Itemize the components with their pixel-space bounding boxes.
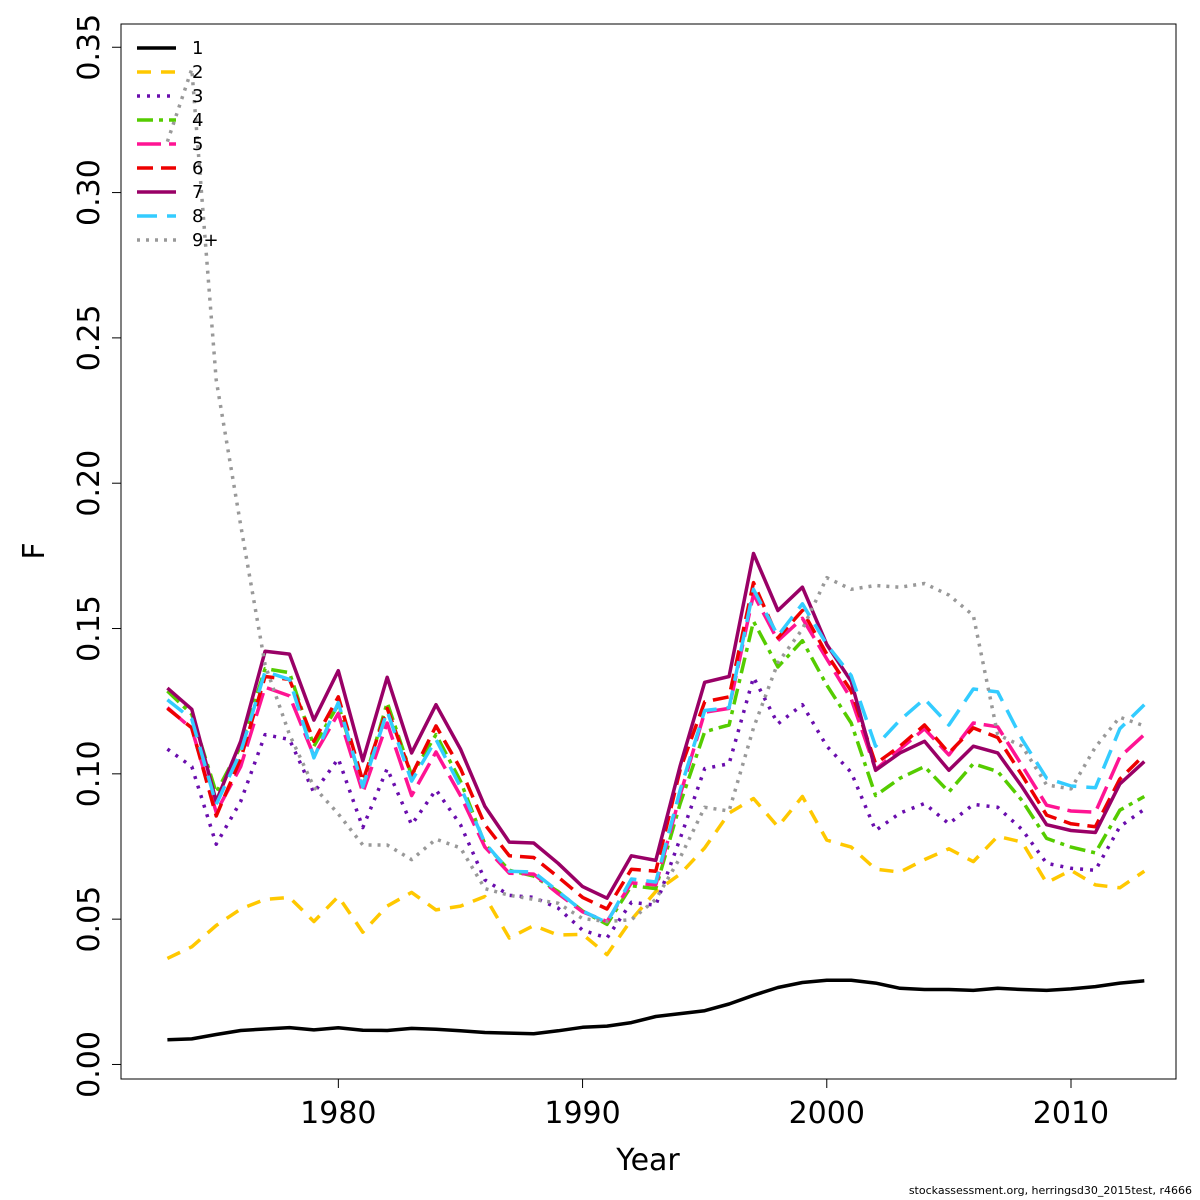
y-axis-label: F: [17, 542, 52, 559]
axes: 1980 1990 2000 2010 0.00 0.05 0.10 0.15 0.20 0.25…: [72, 14, 1109, 1131]
series-line-7: [166, 551, 1146, 900]
series-line-4: [166, 619, 1146, 927]
legend: 1 2 3 4 5 6 7 8 9+: [137, 38, 219, 251]
plot-frame: [120, 23, 1177, 1080]
x-tick-label: 2010: [1033, 1096, 1109, 1131]
series-lines: [165, 67, 1146, 1042]
legend-label: 5: [192, 134, 203, 155]
legend-label: 7: [192, 182, 203, 203]
legend-label: 2: [192, 62, 203, 83]
legend-label: 6: [192, 158, 203, 179]
legend-label: 4: [192, 110, 203, 131]
series-line-6: [166, 580, 1146, 911]
y-tick-label: 0.05: [72, 886, 107, 953]
series-line-5: [166, 592, 1146, 924]
y-tick-label: 0.15: [72, 595, 107, 662]
y-tick-label: 0.00: [72, 1031, 107, 1098]
y-tick-label: 0.25: [72, 304, 107, 371]
series-line-1: [167, 978, 1145, 1042]
series-line-8: [166, 587, 1146, 925]
y-tick-label: 0.10: [72, 740, 107, 807]
y-tick-label: 0.35: [72, 14, 107, 81]
legend-label: 1: [192, 38, 203, 59]
legend-label: 3: [192, 86, 203, 107]
footer-credit: stockassessment.org, herringsd30_2015tes…: [908, 1184, 1192, 1197]
legend-label: 9+: [192, 230, 219, 251]
x-tick-label: 2000: [789, 1096, 865, 1131]
series-line-9plus: [165, 67, 1145, 924]
series-line-2: [166, 794, 1146, 960]
x-tick-label: 1990: [544, 1096, 620, 1131]
y-tick-label: 0.30: [72, 159, 107, 226]
x-tick-label: 1980: [300, 1096, 376, 1131]
y-tick-label: 0.20: [72, 450, 107, 517]
legend-label: 8: [192, 206, 203, 227]
x-axis-label: Year: [615, 1143, 680, 1178]
